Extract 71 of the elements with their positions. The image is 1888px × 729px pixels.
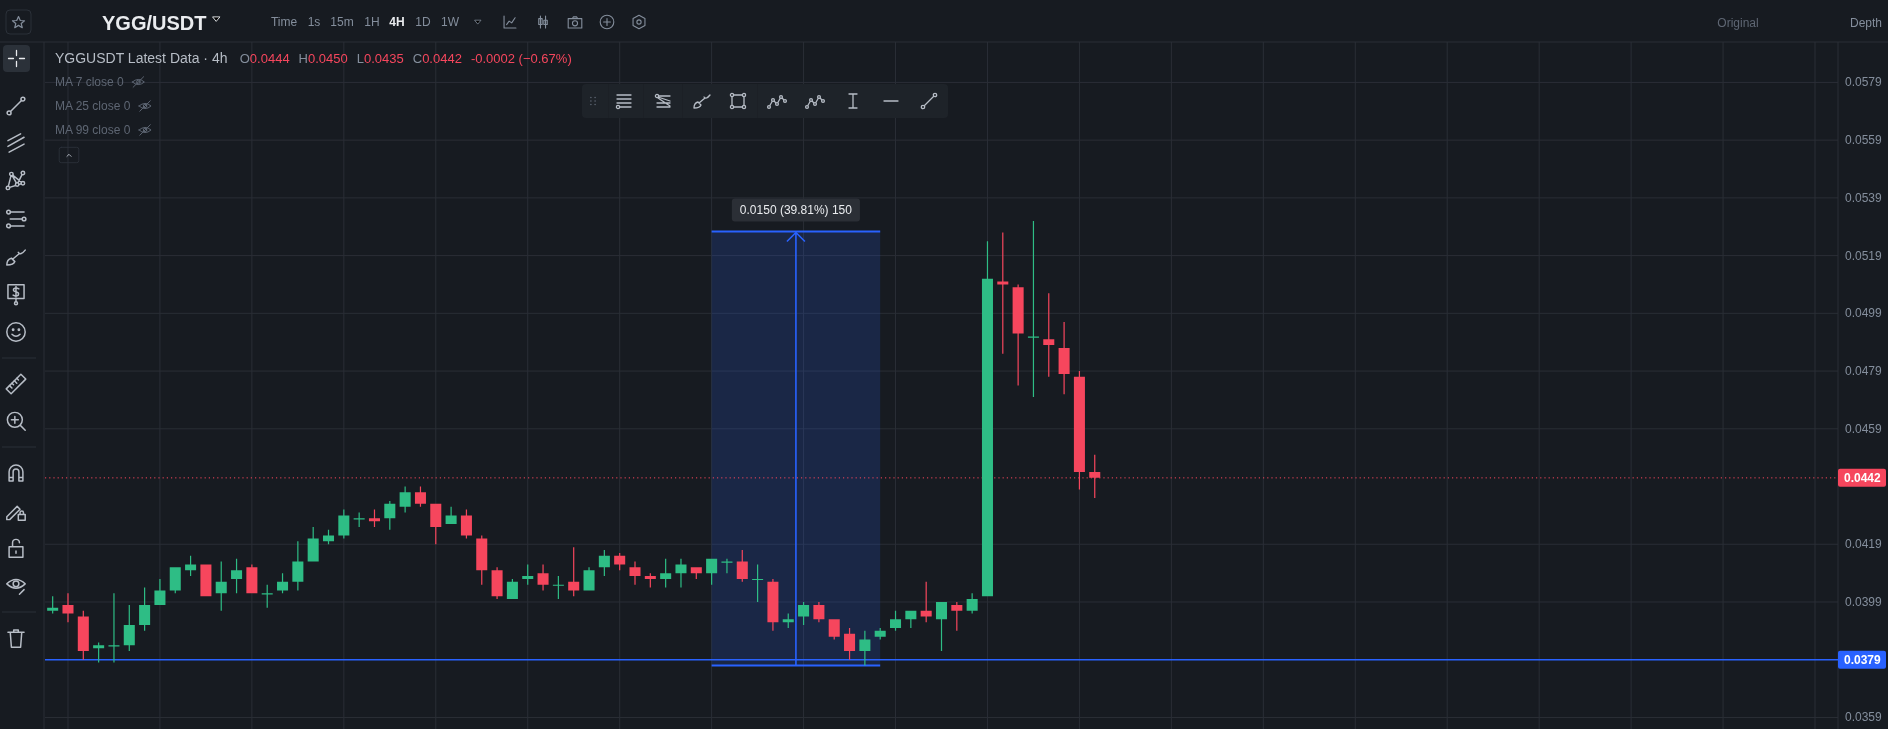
- candlestick: [583, 567, 595, 591]
- y-tick-label: 0.0559: [1845, 133, 1883, 148]
- candlestick: [782, 613, 794, 628]
- candlestick: [522, 564, 534, 585]
- text: 1s: [307, 15, 321, 29]
- candlestick: [307, 526, 319, 562]
- text: 15m: [330, 15, 354, 29]
- candlestick: [185, 555, 197, 577]
- chart-title: YGG/USDT: [102, 12, 207, 34]
- text: 1H: [364, 15, 380, 29]
- candlestick: [246, 564, 258, 594]
- candlestick: [445, 506, 457, 525]
- candlestick: [399, 486, 411, 513]
- candlestick: [77, 610, 89, 660]
- text: 1W: [441, 15, 460, 29]
- candlestick: [414, 486, 426, 507]
- text: Original: [1717, 16, 1759, 30]
- candlestick: [491, 567, 503, 600]
- candlestick: [169, 567, 181, 594]
- candlestick: [890, 610, 902, 631]
- annotation: H0.0450: [298, 51, 348, 66]
- candlestick: [966, 593, 978, 614]
- annotation: C0.0442: [412, 51, 462, 66]
- annotation: MA 99 close 0: [55, 123, 131, 137]
- candlestick: [460, 509, 472, 539]
- y-tick-label: 0.0479: [1845, 364, 1883, 379]
- annotation: O0.0444: [239, 51, 290, 66]
- candlestick: [675, 558, 687, 588]
- candlestick: [721, 558, 733, 574]
- candlestick: [644, 573, 656, 588]
- candlestick: [261, 584, 273, 608]
- candlestick: [93, 642, 105, 663]
- candlestick: [47, 596, 59, 614]
- text: YGGUSDT Latest Data · 4h: [55, 50, 228, 66]
- candlestick: [813, 601, 825, 623]
- text: 4H: [389, 15, 405, 29]
- candlestick: [660, 558, 672, 588]
- candlestick: [537, 564, 549, 591]
- y-tick-label: 0.0519: [1845, 248, 1883, 263]
- candlestick: [338, 509, 350, 539]
- annotation: -0.0002 (−0.67%): [470, 51, 572, 66]
- y-tick-label: 0.0459: [1845, 421, 1883, 436]
- text: Time: [270, 15, 298, 29]
- annotation: MA 7 close 0: [55, 75, 125, 89]
- text: 1D: [415, 15, 431, 29]
- ref-line-label: 0.0442: [1844, 470, 1882, 485]
- y-tick-label: 0.0399: [1845, 594, 1883, 609]
- candlestick: [767, 578, 779, 631]
- text: Depth: [1850, 16, 1883, 30]
- annotation: L0.0435: [356, 51, 404, 66]
- candlestick: [1058, 322, 1070, 395]
- annotation: 0.0150 (39.81%) 150: [739, 203, 853, 218]
- candlestick: [874, 627, 886, 640]
- candlestick: [828, 619, 840, 640]
- y-tick-label: 0.0359: [1845, 710, 1883, 725]
- candlestick: [629, 561, 641, 585]
- candlestick: [62, 593, 74, 623]
- candlestick: [1012, 284, 1024, 386]
- y-tick-label: 0.0539: [1845, 190, 1883, 205]
- ref-line-label: 0.0379: [1844, 652, 1882, 667]
- y-tick-label: 0.0579: [1845, 75, 1883, 90]
- annotation: MA 25 close 0: [55, 99, 131, 113]
- candlestick: [108, 593, 120, 663]
- y-tick-label: 0.0419: [1845, 537, 1883, 552]
- candlestick: [690, 567, 702, 579]
- candlestick: [200, 564, 212, 597]
- candlestick: [951, 601, 963, 631]
- candlestick: [476, 535, 488, 585]
- candlestick: [154, 578, 166, 605]
- candlestick: [231, 558, 243, 594]
- y-tick-label: 0.0499: [1845, 306, 1883, 321]
